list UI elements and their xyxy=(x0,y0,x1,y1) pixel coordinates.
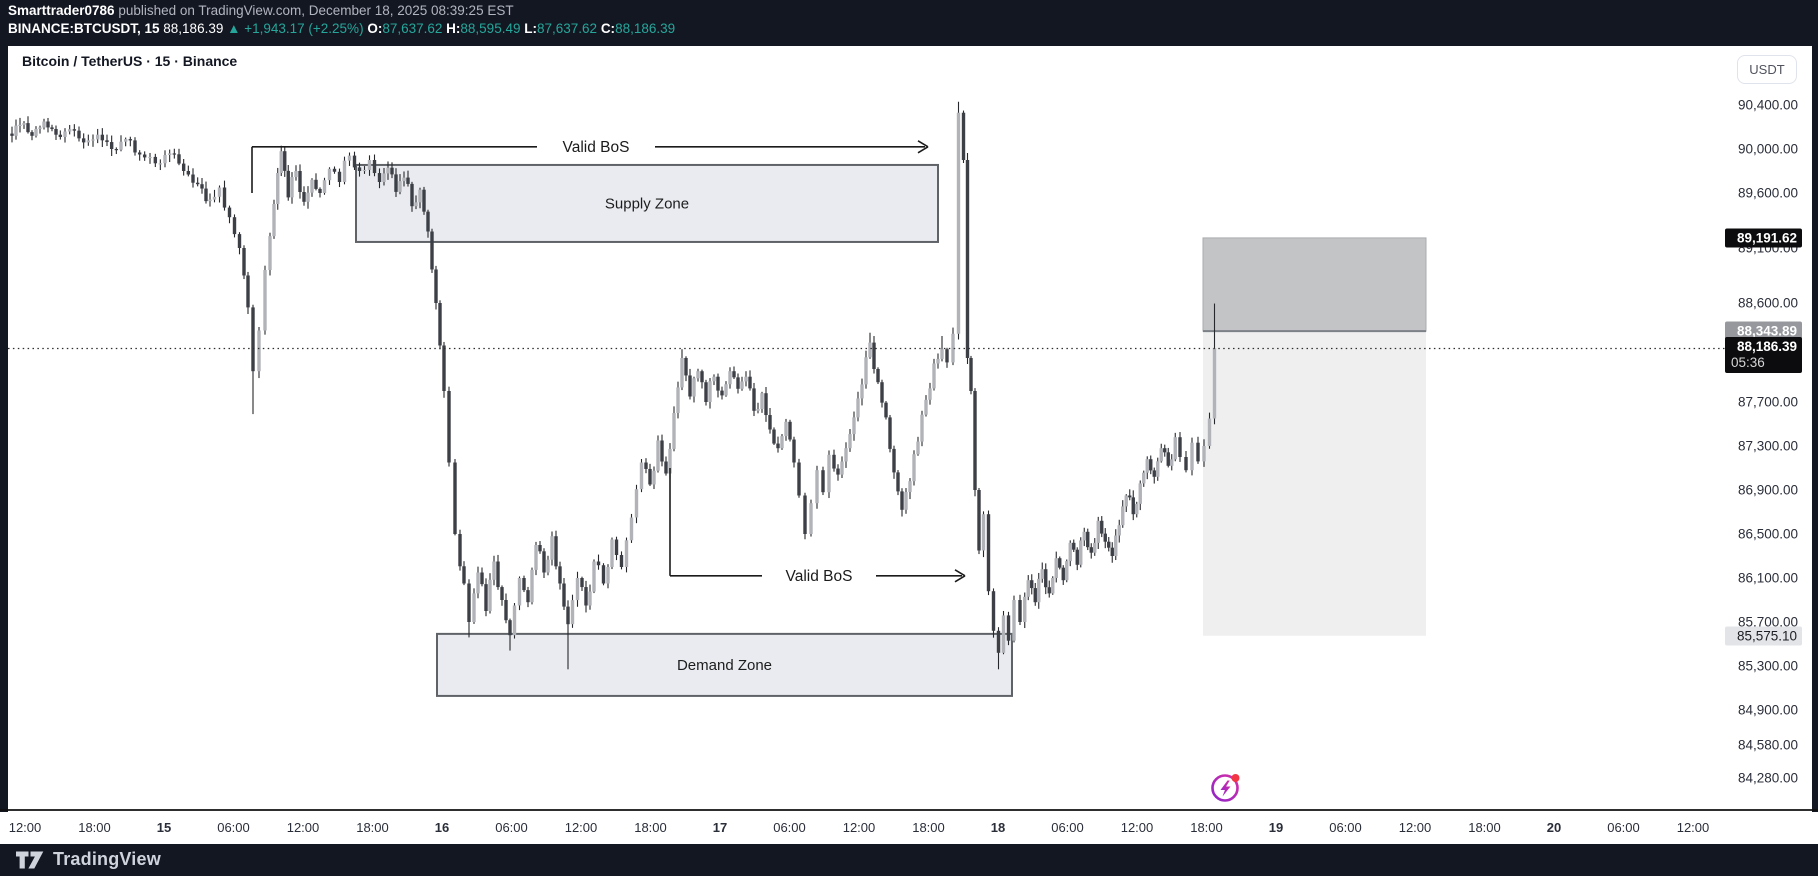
time-axis-label: 18:00 xyxy=(912,820,945,835)
open-value: 87,637.62 xyxy=(382,21,443,36)
notification-dot xyxy=(1231,774,1240,782)
right-edge-strip xyxy=(1812,46,1818,812)
y-axis-tick: 90,400.00 xyxy=(1737,97,1798,113)
symbol-status-line: BINANCE:BTCUSDT, 15 88,186.39 ▲ +1,943.1… xyxy=(8,21,675,36)
tradingview-logo[interactable]: TradingView xyxy=(16,849,161,870)
y-axis-tick: 87,700.00 xyxy=(1737,394,1798,410)
publish-header: Smarttrader0786 published on TradingView… xyxy=(0,0,1818,46)
y-axis-tick: 88,600.00 xyxy=(1737,295,1798,311)
last-price: 88,186.39 xyxy=(163,21,224,36)
chart-legend-title: Bitcoin / TetherUS · 15 · Binance xyxy=(22,53,238,69)
time-axis-label: 18:00 xyxy=(356,820,389,835)
time-axis-day-label: 20 xyxy=(1546,820,1562,835)
close-label: C: xyxy=(600,21,616,36)
y-axis-tick: 86,900.00 xyxy=(1737,482,1798,498)
high-value: 88,595.49 xyxy=(460,21,521,36)
y-axis-tick: 84,900.00 xyxy=(1737,702,1798,718)
time-axis-label: 12:00 xyxy=(564,820,598,835)
time-axis-label: 06:00 xyxy=(773,820,806,835)
author-name: Smarttrader0786 xyxy=(8,3,115,18)
tradingview-logo-text: TradingView xyxy=(53,849,161,869)
time-axis-label: 18:00 xyxy=(78,820,111,835)
time-axis-label: 12:00 xyxy=(1676,820,1710,835)
publish-text: published on TradingView.com, December 1… xyxy=(114,3,514,18)
last-price-badge: 88,186.39 05:36 xyxy=(1725,337,1802,374)
time-axis[interactable]: 12:00 18:00 15 06:00 12:00 18:00 16 06:00 12:00 1… xyxy=(0,812,1818,844)
time-axis-day-label: 17 xyxy=(712,820,728,835)
close-value: 88,186.39 xyxy=(615,21,676,36)
time-axis-day-label: 15 xyxy=(156,820,172,835)
time-axis-label: 06:00 xyxy=(1051,820,1084,835)
time-axis-label: 12:00 xyxy=(286,820,320,835)
y-axis-tick: 86,500.00 xyxy=(1737,526,1798,542)
open-label: O: xyxy=(367,21,383,36)
left-edge-strip xyxy=(0,46,8,812)
time-axis-label: 12:00 xyxy=(1398,820,1432,835)
price-change: ▲ +1,943.17 (+2.25%) xyxy=(227,21,364,36)
currency-toggle-button[interactable]: USDT xyxy=(1737,55,1797,84)
y-axis-tick: 90,000.00 xyxy=(1737,141,1798,157)
y-axis-tick: 84,280.00 xyxy=(1737,770,1798,786)
time-axis-label: 18:00 xyxy=(1468,820,1501,835)
time-axis-label: 06:00 xyxy=(217,820,250,835)
y-axis-tick: 84,580.00 xyxy=(1737,737,1798,753)
low-value: 87,637.62 xyxy=(536,21,598,36)
y-axis-tick: 85,700.00 xyxy=(1737,614,1798,630)
high-label: H: xyxy=(446,21,461,36)
price-level-badge: 89,191.62 xyxy=(1725,228,1802,248)
price-level-badge: 88,343.89 xyxy=(1725,321,1802,341)
y-axis-tick: 89,600.00 xyxy=(1737,185,1798,201)
time-axis-day-label: 18 xyxy=(990,820,1006,835)
tradingview-logo-mark xyxy=(16,851,44,868)
time-axis-day-label: 16 xyxy=(434,820,450,835)
time-axis-label: 06:00 xyxy=(1329,820,1362,835)
time-axis-label: 18:00 xyxy=(634,820,667,835)
y-axis-tick: 87,300.00 xyxy=(1737,438,1798,454)
y-axis-tick: 85,300.00 xyxy=(1737,658,1798,674)
price-level-badge: 85,575.10 xyxy=(1725,626,1802,646)
price-axis[interactable]: 90,400.00 90,000.00 89,600.00 89,100.00 88,6… xyxy=(1725,46,1812,812)
bottom-brand-bar: TradingView xyxy=(0,844,1818,876)
time-axis-label: 12:00 xyxy=(842,820,876,835)
low-label: L: xyxy=(524,21,537,36)
event-lightning-icon[interactable] xyxy=(1208,769,1244,805)
time-axis-day-label: 19 xyxy=(1268,820,1284,835)
publish-info: Smarttrader0786 published on TradingView… xyxy=(8,3,514,18)
lightning-bolt-glyph xyxy=(1220,780,1231,797)
time-axis-label: 12:00 xyxy=(1120,820,1154,835)
y-axis-tick: 86,100.00 xyxy=(1737,570,1798,586)
symbol-name: BINANCE:BTCUSDT, 15 xyxy=(8,21,160,36)
bar-countdown: 05:36 xyxy=(1731,355,1765,371)
time-axis-label: 18:00 xyxy=(1190,820,1223,835)
time-axis-label: 06:00 xyxy=(1607,820,1640,835)
chart-canvas[interactable] xyxy=(0,46,1818,812)
time-axis-label: 06:00 xyxy=(495,820,528,835)
icon-circle xyxy=(1211,774,1239,802)
time-axis-label: 12:00 xyxy=(8,820,42,835)
